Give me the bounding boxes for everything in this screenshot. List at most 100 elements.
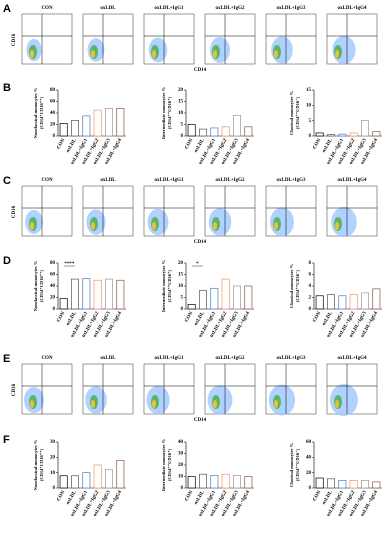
y-tick-label: 2	[309, 296, 312, 301]
bar	[221, 126, 230, 137]
bar	[327, 134, 335, 137]
bar	[59, 122, 68, 137]
y-axis-label: Intermediate monocytes %	[161, 439, 166, 491]
y-axis-label: Classical monocytes %	[289, 443, 294, 487]
bar	[361, 479, 369, 489]
y-axis-label: (CD14⁺⁺CD16⁻)	[295, 448, 300, 481]
y-tick-label: 6	[309, 273, 312, 278]
plot-frame	[82, 13, 134, 65]
y-tick-label: 20	[50, 296, 56, 301]
annotation: ****	[64, 262, 75, 267]
y-axis-label: CD16	[12, 205, 17, 218]
y-tick-label: 20	[178, 463, 184, 468]
bar	[372, 131, 381, 137]
cell-cloud	[207, 385, 233, 415]
annotation: *	[196, 262, 199, 267]
bar	[233, 475, 241, 489]
x-tick-label: CON	[56, 138, 66, 150]
bar	[71, 120, 79, 137]
bar	[116, 279, 125, 310]
y-axis-label: (CD14⁺CD16⁺⁺)	[39, 448, 44, 481]
bar	[338, 479, 347, 489]
x-tick-label: CON	[312, 311, 322, 323]
y-tick-label: 40	[306, 455, 312, 460]
y-axis-label: CD16	[12, 33, 17, 46]
x-axis-label: CD14	[194, 68, 207, 73]
bar	[338, 295, 347, 310]
y-axis-label: (CD14⁺CD16⁺⁺)	[39, 96, 44, 129]
bar	[349, 132, 358, 137]
bar	[199, 128, 207, 137]
y-tick-label: 4	[309, 284, 312, 289]
panel-label: C	[3, 175, 11, 187]
bar	[59, 475, 68, 489]
cell-core	[274, 222, 278, 230]
y-axis-label: (CD14⁺⁺CD16⁻)	[295, 269, 300, 302]
bar	[349, 294, 358, 310]
y-tick-label: 80	[50, 88, 56, 93]
bar	[82, 472, 91, 489]
x-axis-label: CD14	[194, 240, 207, 245]
y-tick-label: 0	[309, 307, 312, 312]
bar	[93, 109, 102, 137]
y-axis-label: Intermediate monocytes %	[161, 87, 166, 139]
y-tick-label: 10	[306, 103, 312, 108]
x-tick-label: CON	[56, 490, 66, 502]
bar	[349, 479, 358, 489]
y-tick-label: 20	[178, 261, 184, 266]
cell-cloud	[268, 384, 296, 416]
bar	[93, 279, 102, 310]
bar	[82, 278, 91, 310]
panel-label: F	[3, 434, 10, 446]
x-tick-label: CON	[184, 490, 194, 502]
panel-label: B	[3, 82, 11, 94]
bar	[361, 292, 369, 310]
condition-label: oxLDL+IgG4	[338, 178, 367, 183]
cell-core	[335, 50, 339, 58]
bar	[372, 288, 381, 310]
cell-core	[213, 222, 217, 230]
panel-label: A	[3, 3, 11, 15]
y-tick-label: 40	[50, 284, 56, 289]
y-tick-label: 15	[178, 273, 184, 278]
y-axis-label: (CD14⁺⁺CD16⁺)	[167, 448, 172, 481]
y-tick-label: 30	[50, 440, 56, 445]
cell-core	[30, 50, 34, 58]
y-tick-label: 5	[181, 123, 184, 128]
bar	[210, 475, 219, 489]
bar	[315, 132, 324, 137]
bar	[93, 464, 102, 489]
y-axis-label: Nonclassical monocytes %	[33, 439, 38, 490]
y-tick-label: 5	[309, 119, 312, 124]
cell-core	[91, 400, 95, 408]
bar	[105, 469, 113, 489]
y-tick-label: 10	[178, 284, 184, 289]
condition-label: CON	[41, 178, 53, 183]
y-tick-label: 60	[306, 440, 312, 445]
bar	[71, 278, 79, 310]
y-axis-label: (CD14⁺⁺CD16⁻)	[295, 96, 300, 129]
bar	[187, 476, 196, 489]
bar	[210, 287, 219, 310]
y-axis-label: CD16	[12, 383, 17, 396]
condition-label: oxLDL+IgG3	[277, 356, 306, 361]
y-axis-label: (CD14⁺⁺CD16⁺)	[167, 269, 172, 302]
y-axis-label: Classical monocytes %	[289, 91, 294, 135]
bar	[105, 278, 113, 310]
y-tick-label: 0	[53, 134, 56, 139]
y-tick-label: 20	[50, 455, 56, 460]
y-axis-label: Classical monocytes %	[289, 264, 294, 308]
y-tick-label: 20	[50, 123, 56, 128]
y-axis-label: (CD14⁺⁺CD16⁺)	[167, 96, 172, 129]
y-tick-label: 80	[50, 261, 56, 266]
x-tick-label: CON	[184, 138, 194, 150]
bar	[221, 278, 230, 310]
bar	[372, 481, 381, 489]
y-tick-label: 0	[53, 486, 56, 491]
bar	[315, 295, 324, 310]
cell-core	[91, 50, 95, 58]
bar	[221, 473, 230, 489]
y-tick-label: 8	[309, 261, 312, 266]
bar	[244, 285, 253, 310]
x-tick-label: CON	[312, 490, 322, 502]
